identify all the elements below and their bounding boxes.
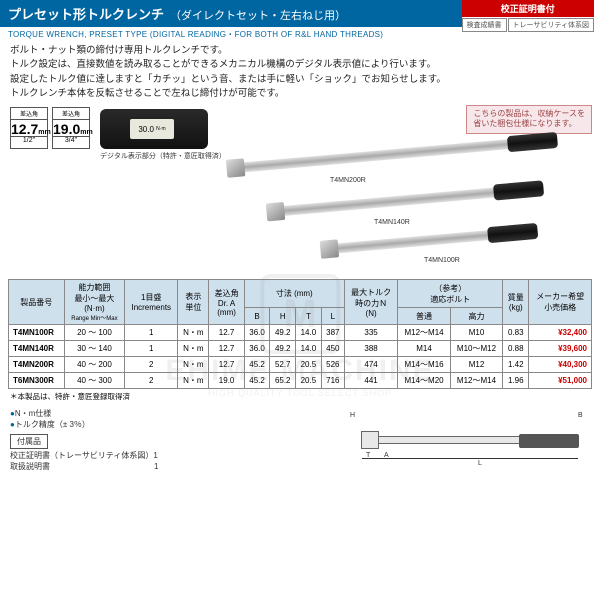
diag-L: L <box>478 460 482 467</box>
wrench-image <box>330 226 536 254</box>
th-incr: 1目盛 Increments <box>125 280 178 325</box>
th-unit: 表示 単位 <box>178 280 209 325</box>
badges: 校正証明書付 検査成績書 トレーサビリティ体系図 <box>462 0 594 32</box>
wrench-label: T4MN140R <box>374 219 410 226</box>
drive-frac: 3/4" <box>53 136 89 144</box>
drive-mm: 19.0 <box>53 121 80 137</box>
desc-line: トルクレンチ本体を反転させることで左ねじ締付けが可能です。 <box>10 87 590 101</box>
wrench-image <box>236 135 556 173</box>
title-sub: （ダイレクトセット・左右ねじ用） <box>170 7 346 23</box>
table-row: T4MN140R30 〜 1401N・m12.736.049.214.04503… <box>9 341 592 357</box>
th-T: T <box>296 308 322 325</box>
th-H: H <box>270 308 296 325</box>
header: プレセット形トルクレンチ （ダイレクトセット・左右ねじ用） 校正証明書付 検査成… <box>0 0 600 38</box>
drive-label: 差込角 <box>11 108 47 120</box>
th-mass: 質量 (kg) <box>503 280 529 325</box>
wrench-label: T4MN200R <box>330 177 366 184</box>
table-row: T4MN200R40 〜 2002N・m12.745.252.720.55264… <box>9 357 592 373</box>
wrench-label: T4MN100R <box>424 257 460 264</box>
digital-unit: N·m <box>156 126 165 132</box>
th-dim: 寸法 (mm) <box>244 280 344 308</box>
diag-B: B <box>578 412 583 419</box>
digital-caption: デジタル表示部分（特許・意匠取得済） <box>100 151 226 161</box>
diag-H: H <box>350 412 355 419</box>
spec-table: 製品番号 能力範囲 最小〜最大 (N·m)Range Min〜Max 1目盛 I… <box>8 279 592 389</box>
th-B: B <box>244 308 270 325</box>
th-bolt2: 高力 <box>450 308 502 325</box>
badge-inspection: 検査成績書 <box>462 18 507 32</box>
desc-line: ボルト・ナット類の締付け専用トルクレンチです。 <box>10 44 590 58</box>
footer: ●N・m仕様 ●トルク精度（± 3％） 付属品 校正証明書（トレーサビリティ体系… <box>0 404 600 476</box>
table-note: ＊本製品は、特許・意匠登録取得済 <box>0 389 600 404</box>
drive-label: 差込角 <box>53 108 89 120</box>
th-price: メーカー希望 小売価格 <box>529 280 592 325</box>
accessories-title: 付属品 <box>10 434 48 449</box>
badge-calibration: 校正証明書付 <box>462 0 594 17</box>
digital-display-image: 30.0 N·m <box>100 109 208 149</box>
th-bolt: （参考） 適応ボルト <box>398 280 503 308</box>
title-main: プレセット形トルクレンチ <box>8 4 164 23</box>
drive-unit: mm <box>80 129 92 136</box>
desc-line: 設定したトルク値に達しますと「カチッ」という音、または手に軽い「ショック」でお知… <box>10 73 590 87</box>
description: ボルト・ナット類の締付け専用トルクレンチです。 トルク設定は、直接数値を読み取る… <box>0 38 600 103</box>
drive-box: 差込角 19.0mm 3/4" <box>52 107 90 149</box>
th-sq: 差込角 Dr. A (mm) <box>209 280 244 325</box>
drive-unit: mm <box>38 129 50 136</box>
dimension-diagram: B H T A L <box>338 412 588 482</box>
wrench-image <box>276 183 542 216</box>
th-maxn: 最大トルク 時の力Ｎ (N) <box>344 280 397 325</box>
th-bolt1: 普通 <box>398 308 450 325</box>
table-row: T4MN100R20 〜 1001N・m12.736.049.214.03873… <box>9 325 592 341</box>
th-range: 能力範囲 最小〜最大 (N·m)Range Min〜Max <box>64 280 125 325</box>
digital-readout: 30.0 N·m <box>130 119 174 139</box>
mid-section: 差込角 12.7mm 1/2" 差込角 19.0mm 3/4" 30.0 N·m… <box>0 103 600 279</box>
badge-traceability: トレーサビリティ体系図 <box>508 18 594 32</box>
drive-box: 差込角 12.7mm 1/2" <box>10 107 48 149</box>
digital-value: 30.0 <box>138 125 154 134</box>
th-L: L <box>321 308 344 325</box>
title-bar: プレセット形トルクレンチ （ダイレクトセット・左右ねじ用） <box>0 0 462 27</box>
drive-boxes: 差込角 12.7mm 1/2" 差込角 19.0mm 3/4" <box>10 107 90 149</box>
drive-frac: 1/2" <box>11 136 47 144</box>
drive-mm: 12.7 <box>11 121 38 137</box>
desc-line: トルク設定は、直接数値を読み取ることができるメカニカル機構のデジタル表示値により… <box>10 58 590 72</box>
table-row: T6MN300R40 〜 3002N・m19.045.265.220.57164… <box>9 373 592 389</box>
packaging-note: こちらの製品は、収納ケースを 省いた梱包仕様になります。 <box>466 105 592 134</box>
th-part: 製品番号 <box>9 280 65 325</box>
